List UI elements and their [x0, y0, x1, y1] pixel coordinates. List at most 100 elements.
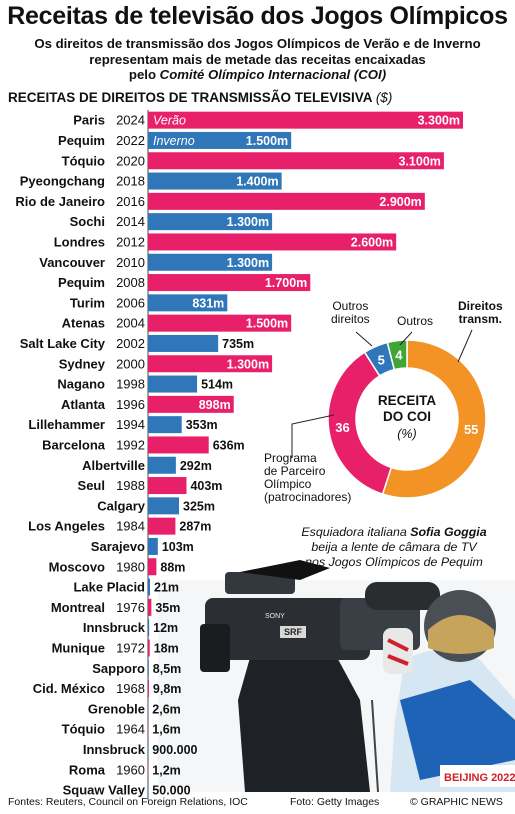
bar-value-label: 88m: [160, 560, 185, 574]
row-city-label: Lillehammer: [28, 417, 105, 432]
chart-title: RECEITAS DE DIREITOS DE TRANSMISSÃO TELE…: [8, 90, 392, 105]
row-city-label: Tóquio: [62, 722, 105, 737]
row-city-label: Tóquio: [62, 153, 105, 168]
bar-value-label: 103m: [162, 540, 194, 554]
row-city-label: Pequim: [58, 275, 105, 290]
row-city-label: Sarajevo: [91, 539, 145, 554]
row-year-label: 2006: [116, 295, 145, 310]
bar-value-label: 18m: [154, 641, 179, 655]
caption-line-2: beija a lente de câmara de TV: [311, 540, 477, 554]
label-outros-direitos-line-2: direitos: [331, 312, 370, 326]
row-year-label: 1980: [116, 559, 145, 574]
bar: [148, 274, 311, 292]
label-programa-line-3: Olímpico: [264, 477, 312, 491]
row-city-label: Paris: [73, 113, 105, 128]
row-year-label: 2020: [116, 153, 145, 168]
row-year-label: 2004: [116, 316, 145, 331]
bar-value-label: 2.900m: [379, 195, 421, 209]
bar-value-label: 1.300m: [227, 215, 269, 229]
row-year-label: 2024: [116, 113, 145, 128]
donut-center-title-1: RECEITA: [378, 393, 437, 408]
label-programa-parceiro: Programa de Parceiro Olímpico (patrocina…: [264, 452, 351, 504]
camera-badge-plate: [280, 626, 306, 638]
chart-unit: ($): [375, 90, 393, 105]
label-programa-line-1: Programa: [264, 451, 317, 465]
subtitle-org: Comité Olímpico Internacional (COI): [159, 67, 387, 82]
bar: [148, 213, 273, 231]
camera-badge: SRF: [284, 627, 303, 637]
camera-viewfinder: [240, 560, 330, 580]
row-year-label: 1964: [116, 722, 145, 737]
row-year-label: 1998: [116, 377, 145, 392]
caption-line-1: Esquiadora italiana Sofia Goggia: [278, 525, 510, 540]
bar: [148, 740, 149, 758]
row-year-label: 1972: [116, 640, 145, 655]
bar: [148, 314, 292, 332]
caption-line-3: nos Jogos Olímpicos de Pequim: [305, 555, 483, 569]
camera-battery: [200, 624, 230, 672]
bar: [148, 131, 292, 149]
bar-chart: Paris 2024 3.300m Verão Pequim 2022 1.500m Inve…: [15, 110, 463, 801]
leader-outros-direitos: [355, 331, 373, 347]
bar: [148, 619, 150, 637]
row-year-label: 1996: [116, 397, 145, 412]
row-city-label: Innsbruck: [83, 620, 146, 635]
row-year-label: 2008: [116, 275, 145, 290]
row-year-label: 1994: [116, 417, 145, 432]
bar: [148, 436, 209, 454]
donut-center-title-2: DO COI: [383, 409, 431, 424]
row-year-label: 2018: [116, 174, 145, 189]
row-city-label: Munique: [52, 640, 105, 655]
bar-value-label: 735m: [222, 337, 254, 351]
bar: [148, 233, 397, 251]
row-year-label: 1968: [116, 681, 145, 696]
camera-microphone: [365, 582, 440, 610]
row-year-label: 1976: [116, 600, 145, 615]
row-year-label: 2000: [116, 356, 145, 371]
bar-value-label: 3.100m: [399, 154, 441, 168]
row-city-label: Atenas: [62, 316, 105, 331]
donut-slice-label: 4: [395, 348, 403, 363]
row-city-label: Los Angeles: [28, 519, 105, 534]
bar: [148, 578, 151, 596]
bar: [148, 537, 158, 555]
label-outros-direitos-line-1: Outros: [332, 299, 369, 313]
ski-pole: [371, 699, 379, 793]
caption-prefix: Esquiadora italiana: [301, 525, 411, 539]
footer-copyright: © GRAPHIC NEWS: [410, 796, 503, 808]
row-year-label: 1992: [116, 437, 145, 452]
bar: [148, 172, 282, 190]
subtitle-line-2: representam mais de metade das receitas …: [89, 51, 426, 67]
bar-value-label: 1.500m: [246, 317, 288, 331]
legend-summer: Verão: [153, 114, 186, 128]
row-city-label: Lake Placid: [73, 580, 145, 595]
leader-programa: [291, 414, 335, 458]
row-city-label: Innsbruck: [83, 742, 146, 757]
bar-value-label: 1.300m: [227, 256, 269, 270]
label-outros: Outros: [397, 314, 434, 328]
subtitle-line-3: pelo Comité Olímpico Internacional (COI): [10, 67, 505, 83]
bar-value-label: 325m: [183, 499, 215, 513]
skier-suit-pattern: [400, 680, 515, 780]
bar: [148, 294, 228, 312]
bar-value-label: 3.300m: [418, 114, 460, 128]
row-city-label: Roma: [69, 762, 106, 777]
label-programa-line-2: de Parceiro: [264, 464, 326, 478]
helmet-visor: [428, 615, 494, 654]
cameraman-body: [238, 626, 370, 792]
row-city-label: Londres: [54, 234, 105, 249]
row-year-label: 2010: [116, 255, 145, 270]
bar-value-label: 12m: [153, 621, 178, 635]
label-direitos-line-2: transm.: [458, 312, 503, 326]
bar: [148, 416, 182, 434]
bar: [148, 517, 176, 535]
bar: [148, 680, 149, 698]
row-city-label: Turim: [70, 295, 105, 310]
label-direitos-line-1: Direitos: [458, 299, 503, 313]
footer-sources: Fontes: Reuters, Council on Foreign Rela…: [8, 796, 248, 808]
row-city-label: Salt Lake City: [20, 336, 106, 351]
bar: [148, 334, 219, 352]
chart-title-text: RECEITAS DE DIREITOS DE TRANSMISSÃO TELE…: [8, 90, 373, 105]
